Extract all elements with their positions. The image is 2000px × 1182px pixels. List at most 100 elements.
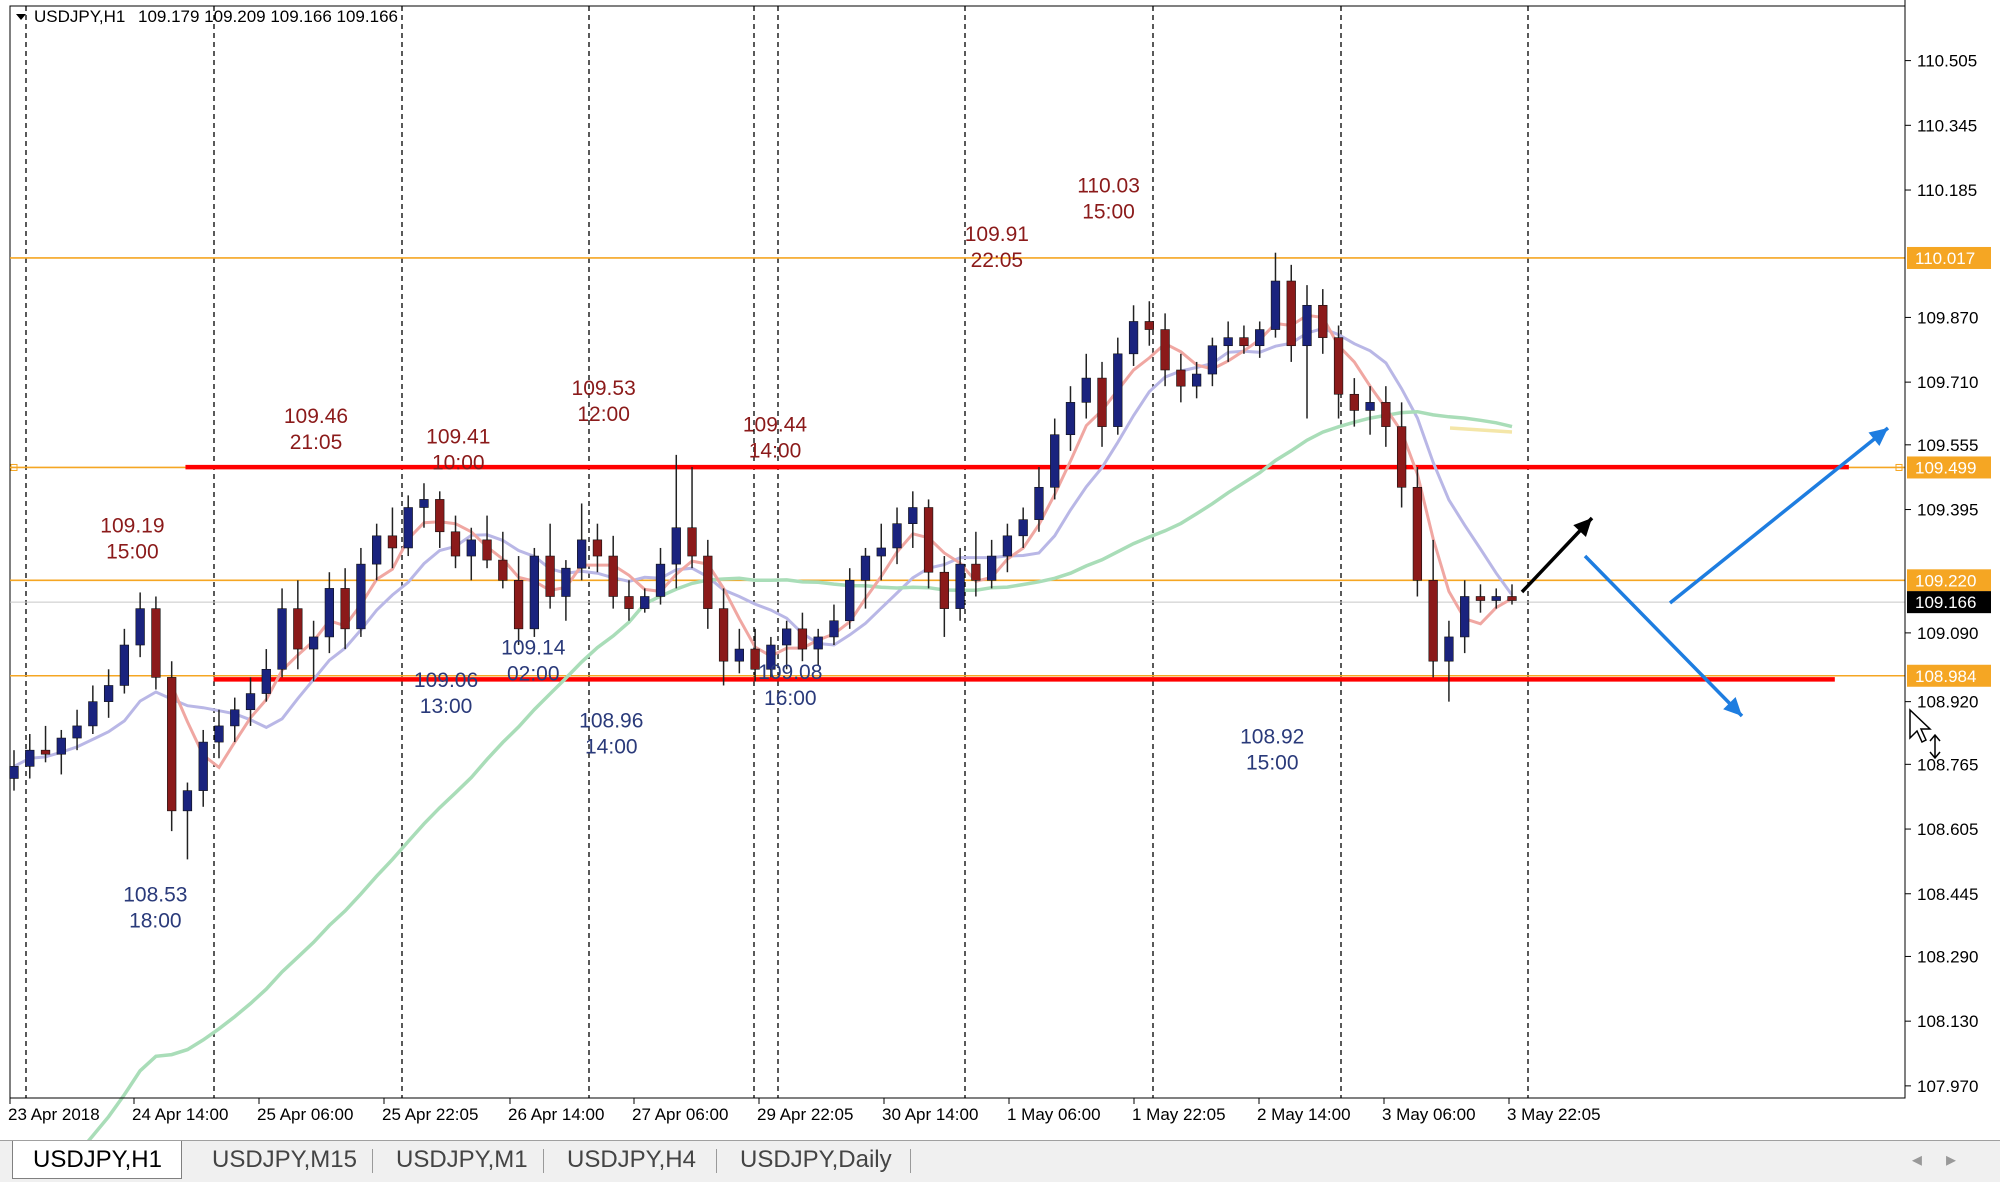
annotation-price: 108.92 bbox=[1240, 726, 1304, 749]
level-price-box bbox=[1907, 569, 1991, 592]
tab-scroll-arrows-icon[interactable]: ◂▸ bbox=[1911, 1149, 1980, 1171]
candle-body bbox=[277, 608, 287, 670]
candle-body bbox=[829, 620, 839, 638]
annotation-time: 18:00 bbox=[129, 909, 182, 932]
candle-body bbox=[640, 596, 650, 609]
candle-body bbox=[419, 499, 429, 508]
candle-body bbox=[892, 523, 902, 549]
annotation-time: 15:00 bbox=[106, 540, 159, 563]
candle-body bbox=[167, 677, 177, 812]
time-tick-label: 3 May 06:00 bbox=[1382, 1105, 1476, 1124]
annotation-price: 109.91 bbox=[965, 223, 1029, 246]
candle-body bbox=[1444, 636, 1454, 662]
tab-usdjpy-h4[interactable]: USDJPY,H4 bbox=[567, 1146, 696, 1173]
candle-body bbox=[734, 648, 744, 662]
tab-usdjpy-h1[interactable]: USDJPY,H1 bbox=[12, 1141, 182, 1179]
candle-body bbox=[308, 636, 319, 650]
candle-body bbox=[340, 588, 350, 630]
scenario-arrows bbox=[1520, 426, 1890, 718]
header-ohlc: 109.179 109.209 109.166 109.166 bbox=[138, 7, 398, 26]
tab-usdjpy-m1[interactable]: USDJPY,M1 bbox=[396, 1146, 528, 1173]
candle-body bbox=[876, 547, 886, 557]
candle-body bbox=[1286, 280, 1296, 347]
tab-usdjpy-m15[interactable]: USDJPY,M15 bbox=[212, 1146, 357, 1173]
candle-body bbox=[561, 567, 571, 597]
time-tick-label: 1 May 22:05 bbox=[1132, 1105, 1226, 1124]
time-tick-label: 26 Apr 14:00 bbox=[508, 1105, 604, 1124]
level-price-label: 108.984 bbox=[1915, 667, 1976, 686]
candle-body bbox=[1002, 535, 1013, 557]
candle-body bbox=[671, 527, 681, 565]
price-tick-label: 109.710 bbox=[1917, 373, 1978, 392]
annotation-time: 15:00 bbox=[1246, 752, 1299, 775]
chart-header: USDJPY,H1 109.179 109.209 109.166 109.16… bbox=[16, 7, 398, 26]
candle-body bbox=[293, 608, 303, 650]
time-tick-label: 25 Apr 22:05 bbox=[382, 1105, 478, 1124]
candle-body bbox=[1113, 353, 1123, 427]
annotation-price: 108.53 bbox=[123, 883, 187, 906]
candle-body bbox=[703, 555, 713, 609]
candle-body bbox=[797, 628, 808, 650]
collapse-triangle-icon[interactable] bbox=[16, 14, 26, 20]
candle-body bbox=[1239, 337, 1249, 347]
candle-body bbox=[1475, 596, 1486, 601]
candle-body bbox=[403, 507, 413, 549]
candle-body bbox=[1428, 580, 1438, 662]
blue-down-arrow bbox=[1583, 554, 1744, 718]
candle-body bbox=[766, 644, 776, 670]
candle-body bbox=[435, 499, 445, 533]
price-tick-label: 109.395 bbox=[1917, 501, 1978, 520]
candle-body bbox=[1349, 393, 1359, 411]
price-tick-label: 108.445 bbox=[1917, 885, 1978, 904]
candle-body bbox=[245, 693, 256, 711]
candle-body bbox=[1176, 369, 1186, 387]
candle-body bbox=[88, 701, 98, 727]
annotation-price: 110.03 bbox=[1077, 175, 1140, 198]
candle-body bbox=[1460, 596, 1470, 638]
swing-annotations: 109.19 15:00 108.53 18:00 109.46 21:05 109.41 1… bbox=[100, 175, 1304, 933]
ma-yellow-line bbox=[1449, 426, 1513, 434]
level-price-label: 109.220 bbox=[1915, 571, 1976, 590]
candle-body bbox=[135, 608, 145, 646]
price-tick-label: 108.920 bbox=[1917, 693, 1978, 712]
price-tick-label: 110.505 bbox=[1917, 52, 1977, 71]
level-price-box bbox=[1907, 246, 1991, 269]
candle-body bbox=[608, 555, 618, 597]
tab-usdjpy-daily[interactable]: USDJPY,Daily bbox=[740, 1146, 892, 1173]
annotation-time: 21:05 bbox=[290, 431, 343, 454]
price-tick-label: 107.970 bbox=[1917, 1077, 1978, 1096]
candle-body bbox=[1223, 337, 1233, 347]
candle-body bbox=[955, 563, 965, 609]
annotation-time: 10:00 bbox=[432, 451, 485, 474]
time-axis: 23 Apr 2018 24 Apr 14:00 25 Apr 06:00 25 Ap… bbox=[8, 1097, 1905, 1124]
candle-body bbox=[1081, 377, 1091, 403]
candle-body bbox=[72, 725, 82, 739]
candle-body bbox=[56, 737, 66, 755]
candle-body bbox=[450, 531, 461, 557]
price-tick-label: 109.555 bbox=[1917, 436, 1978, 455]
price-tick-label: 109.870 bbox=[1917, 308, 1978, 327]
candle-body bbox=[9, 766, 19, 779]
candle-body bbox=[387, 535, 398, 549]
candle-body bbox=[261, 668, 271, 694]
candle-body bbox=[750, 648, 760, 670]
time-tick-label: 1 May 06:00 bbox=[1007, 1105, 1101, 1124]
candle-body bbox=[151, 608, 161, 678]
candle-body bbox=[1050, 434, 1060, 488]
time-tick-label: 25 Apr 06:00 bbox=[257, 1105, 353, 1124]
candle-body bbox=[908, 507, 918, 524]
price-axis[interactable]: 110.505 110.345 110.185 109.870 109.710 109.5… bbox=[10, 0, 1991, 1098]
candles bbox=[9, 252, 1517, 860]
price-tick-label: 110.185 bbox=[1917, 181, 1977, 200]
candle-body bbox=[1365, 402, 1375, 411]
level-marker bbox=[10, 463, 18, 471]
candle-body bbox=[971, 563, 981, 581]
annotation-price: 109.41 bbox=[426, 425, 490, 448]
candle-body bbox=[513, 580, 524, 630]
level-price-box bbox=[1907, 664, 1991, 687]
annotation-price: 109.44 bbox=[743, 413, 808, 436]
candle-body bbox=[1128, 321, 1139, 355]
price-tick-label: 108.605 bbox=[1917, 820, 1978, 839]
candle-body bbox=[655, 563, 666, 597]
